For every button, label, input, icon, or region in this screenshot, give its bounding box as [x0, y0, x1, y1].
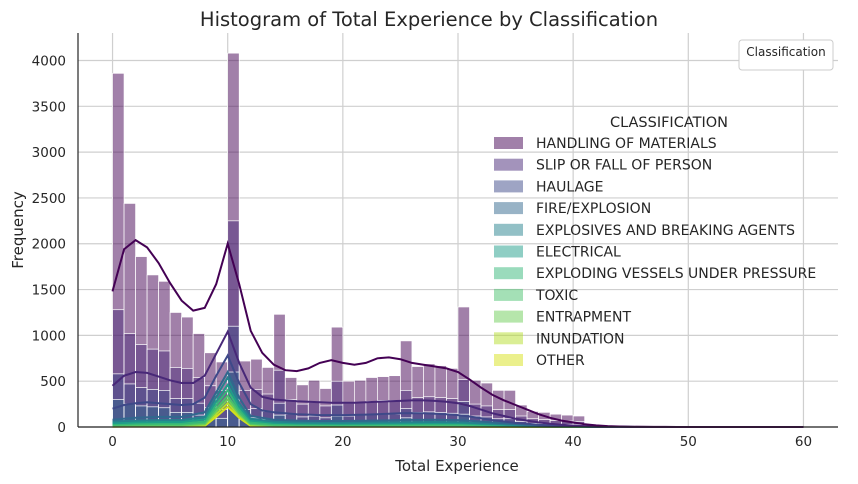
x-tick-label: 50	[680, 434, 697, 450]
y-tick-label: 3000	[32, 145, 66, 161]
legend-label: HANDLING OF MATERIALS	[536, 136, 717, 152]
x-tick-labels: 0 10 20 30 40 50 60	[108, 434, 812, 450]
x-tick-label: 20	[334, 434, 351, 450]
legend-label: OTHER	[536, 353, 585, 369]
legend-label: ELECTRICAL	[536, 245, 621, 261]
legend-label: TOXIC	[535, 288, 578, 304]
y-tick-label: 2000	[32, 237, 66, 253]
secondary-legend-title: Classification	[746, 45, 825, 59]
y-tick-label: 3500	[32, 99, 66, 115]
legend-label: INUNDATION	[536, 331, 625, 347]
legend-swatch	[494, 202, 523, 215]
grid-lines	[78, 33, 838, 428]
legend-label: FIRE/EXPLOSION	[536, 201, 651, 217]
histogram-bars	[112, 52, 597, 428]
legend-swatch	[494, 288, 523, 301]
y-axis-label: Frequency	[9, 191, 27, 269]
x-tick-label: 60	[795, 434, 812, 450]
x-axis-label: Total Experience	[394, 457, 518, 475]
legend-title: CLASSIFICATION	[610, 115, 728, 131]
legend-swatch	[494, 137, 523, 149]
legend-swatch	[494, 354, 523, 366]
legend-swatch	[494, 158, 523, 171]
secondary-legend: Classification	[738, 39, 834, 71]
y-tick-label: 1500	[32, 283, 66, 299]
y-tick-label: 500	[40, 374, 66, 390]
legend-swatch	[494, 223, 523, 236]
y-tick-label: 0	[57, 420, 66, 436]
y-tick-label: 4000	[32, 53, 66, 69]
y-tick-label: 1000	[32, 328, 66, 344]
chart-title: Histogram of Total Experience by Classif…	[200, 8, 658, 31]
y-tick-labels: 0 500 1000 1500 2000 2500 3000 3500 4000	[32, 53, 66, 436]
legend-swatch	[494, 180, 523, 193]
legend: CLASSIFICATION HANDLING OF MATERIALS SLIP…	[494, 115, 816, 369]
legend-swatch	[494, 267, 523, 280]
histogram-bar-segment	[215, 417, 229, 428]
legend-swatch	[494, 310, 523, 323]
legend-swatch	[494, 332, 523, 345]
legend-label: EXPLODING VESSELS UNDER PRESSURE	[536, 266, 816, 282]
axes	[77, 33, 838, 428]
legend-label: EXPLOSIVES AND BREAKING AGENTS	[536, 223, 795, 239]
legend-swatch	[494, 245, 523, 258]
x-tick-label: 0	[108, 434, 117, 450]
legend-label: SLIP OR FALL OF PERSON	[536, 158, 712, 174]
x-tick-label: 30	[449, 434, 466, 450]
x-tick-label: 40	[565, 434, 582, 450]
x-tick-label: 10	[219, 434, 236, 450]
y-tick-label: 2500	[32, 191, 66, 207]
secondary-legend-box	[738, 39, 834, 71]
legend-label: ENTRAPMENT	[536, 310, 631, 326]
legend-label: HAULAGE	[536, 179, 604, 195]
